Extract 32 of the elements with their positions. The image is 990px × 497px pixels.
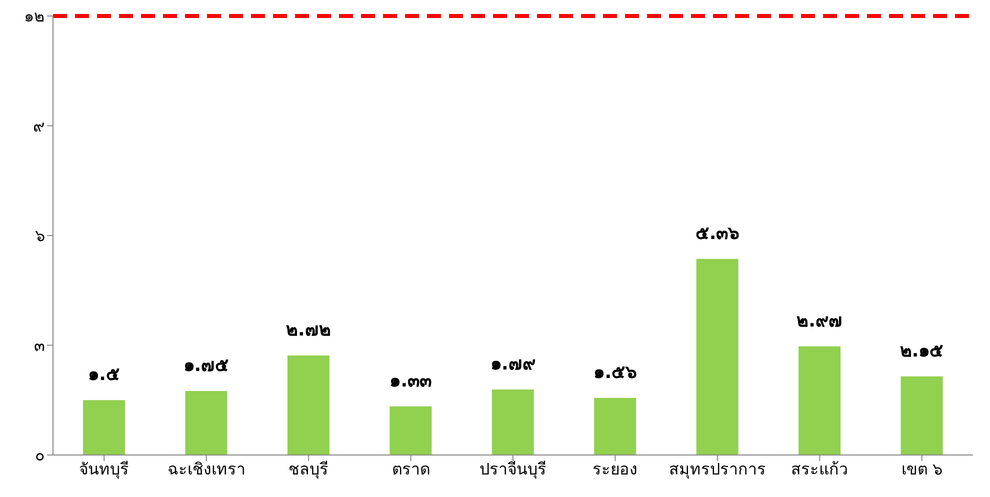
x-tick-label: ฉะเชิงเทรา	[167, 459, 246, 478]
y-tick-label: ๙	[33, 116, 45, 136]
bar	[798, 346, 841, 455]
x-tick-label: ชลบุรี	[288, 459, 329, 480]
x-tick-label: สระแก้ว	[791, 459, 848, 478]
x-tick-label: ปราจีนบุรี	[480, 459, 546, 480]
data-label: ๒.๗๒	[286, 319, 331, 340]
data-label: ๒.๑๕	[900, 340, 944, 362]
data-label: ๑.๗๙	[490, 354, 536, 375]
bar	[83, 400, 125, 455]
bar	[594, 398, 636, 455]
y-tick-label: ๑๒	[24, 6, 45, 26]
bar	[900, 376, 943, 455]
data-label: ๑.๓๓	[390, 370, 432, 392]
y-tick-label: ๖	[35, 226, 45, 246]
bar	[390, 406, 432, 455]
data-label: ๕.๓๖	[695, 222, 740, 244]
bar	[185, 390, 228, 455]
bar	[287, 355, 330, 455]
x-tick-label: สมุทรปราการ	[668, 459, 766, 480]
x-tick-label: เขต ๖	[901, 459, 942, 478]
data-label: ๑.๗๕	[183, 354, 230, 376]
data-label: ๑.๕	[88, 364, 120, 386]
y-tick-label: ๐	[35, 446, 45, 465]
data-label: ๑.๕๖	[594, 362, 637, 383]
y-tick-label: ๓	[34, 336, 45, 355]
data-label: ๒.๙๗	[796, 310, 842, 332]
x-tick-label: ระยอง	[592, 459, 638, 478]
x-tick-label: จันทบุรี	[79, 459, 130, 480]
bar	[492, 390, 534, 455]
x-tick-label: ตราด	[392, 459, 430, 478]
bar	[696, 258, 738, 455]
